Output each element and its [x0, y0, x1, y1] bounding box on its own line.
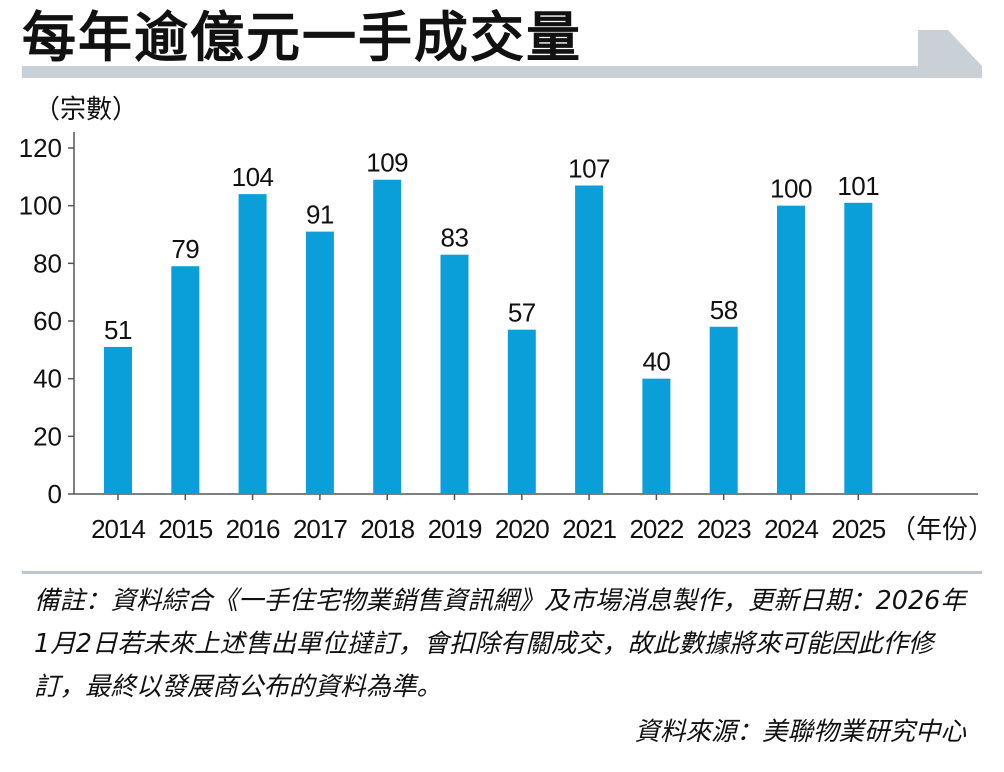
bar-2018 [373, 179, 402, 494]
bar-2021 [575, 185, 604, 494]
bar-2020 [507, 329, 536, 494]
x-tick-label-2017: 2017 [293, 514, 347, 544]
bar-2024 [777, 205, 805, 494]
bar-series: 51 79 104 91 109 83 57 107 40 58 100 101 [104, 148, 880, 494]
data-label-2016: 104 [232, 162, 274, 192]
bar-2025 [844, 202, 873, 494]
bar-2016 [238, 194, 267, 494]
x-tick-label-2019: 2019 [428, 514, 482, 544]
chart-axes: 0 20 40 60 80 100 120 2014 2015 2016 2017 2018 2019 2… [19, 132, 978, 544]
y-tick-label: 60 [33, 306, 62, 336]
y-tick-label: 20 [33, 421, 62, 451]
x-tick-label-2018: 2018 [360, 514, 414, 544]
y-tick-label: 40 [33, 364, 62, 394]
bar-2019 [440, 254, 469, 494]
note-divider [22, 571, 982, 574]
data-label-2018: 109 [366, 148, 408, 178]
data-label-2023: 58 [710, 295, 738, 325]
data-source: 資料來源：美聯物業研究中心 [634, 717, 966, 747]
y-tick-label: 120 [19, 133, 62, 163]
bar-2022 [642, 378, 671, 494]
title-underline [22, 66, 982, 78]
data-label-2025: 101 [837, 171, 879, 201]
y-axis-title: （宗數） [34, 94, 138, 124]
footnote: 備註：資料綜合《一手住宅物業銷售資訊網》及市場消息製作，更新日期：2026年1月… [34, 586, 966, 702]
bar-2015 [171, 266, 200, 494]
chart-title: 每年逾億元一手成交量 [22, 6, 582, 69]
x-tick-label-2015: 2015 [158, 514, 212, 544]
y-tick-label: 0 [48, 479, 62, 509]
data-label-2019: 83 [441, 223, 469, 253]
bar-2017 [305, 231, 334, 494]
x-tick-label-2014: 2014 [91, 514, 145, 544]
x-tick-label-2025: 2025 [831, 514, 885, 544]
data-label-2014: 51 [104, 315, 132, 345]
data-label-2015: 79 [171, 234, 199, 264]
x-tick-label-2022: 2022 [629, 514, 683, 544]
bar-2014 [104, 346, 132, 494]
data-label-2024: 100 [770, 174, 812, 204]
bar-chart: 0 20 40 60 80 100 120 2014 2015 2016 2017 2018 2019 2… [19, 94, 994, 544]
title-underline-bar [22, 66, 982, 78]
data-label-2021: 107 [568, 153, 610, 183]
y-tick-label: 100 [19, 191, 62, 221]
data-label-2017: 91 [306, 200, 334, 230]
y-tick-label: 80 [33, 248, 62, 278]
bar-2023 [709, 326, 738, 494]
title-corner-tab [918, 30, 982, 78]
data-label-2022: 40 [642, 347, 670, 377]
x-tick-label-2021: 2021 [562, 514, 616, 544]
data-label-2020: 57 [508, 298, 536, 328]
x-axis-title: （年份） [890, 514, 994, 544]
x-tick-label-2023: 2023 [697, 514, 751, 544]
x-tick-label-2016: 2016 [226, 514, 280, 544]
x-tick-label-2024: 2024 [764, 514, 818, 544]
x-tick-label-2020: 2020 [495, 514, 549, 544]
